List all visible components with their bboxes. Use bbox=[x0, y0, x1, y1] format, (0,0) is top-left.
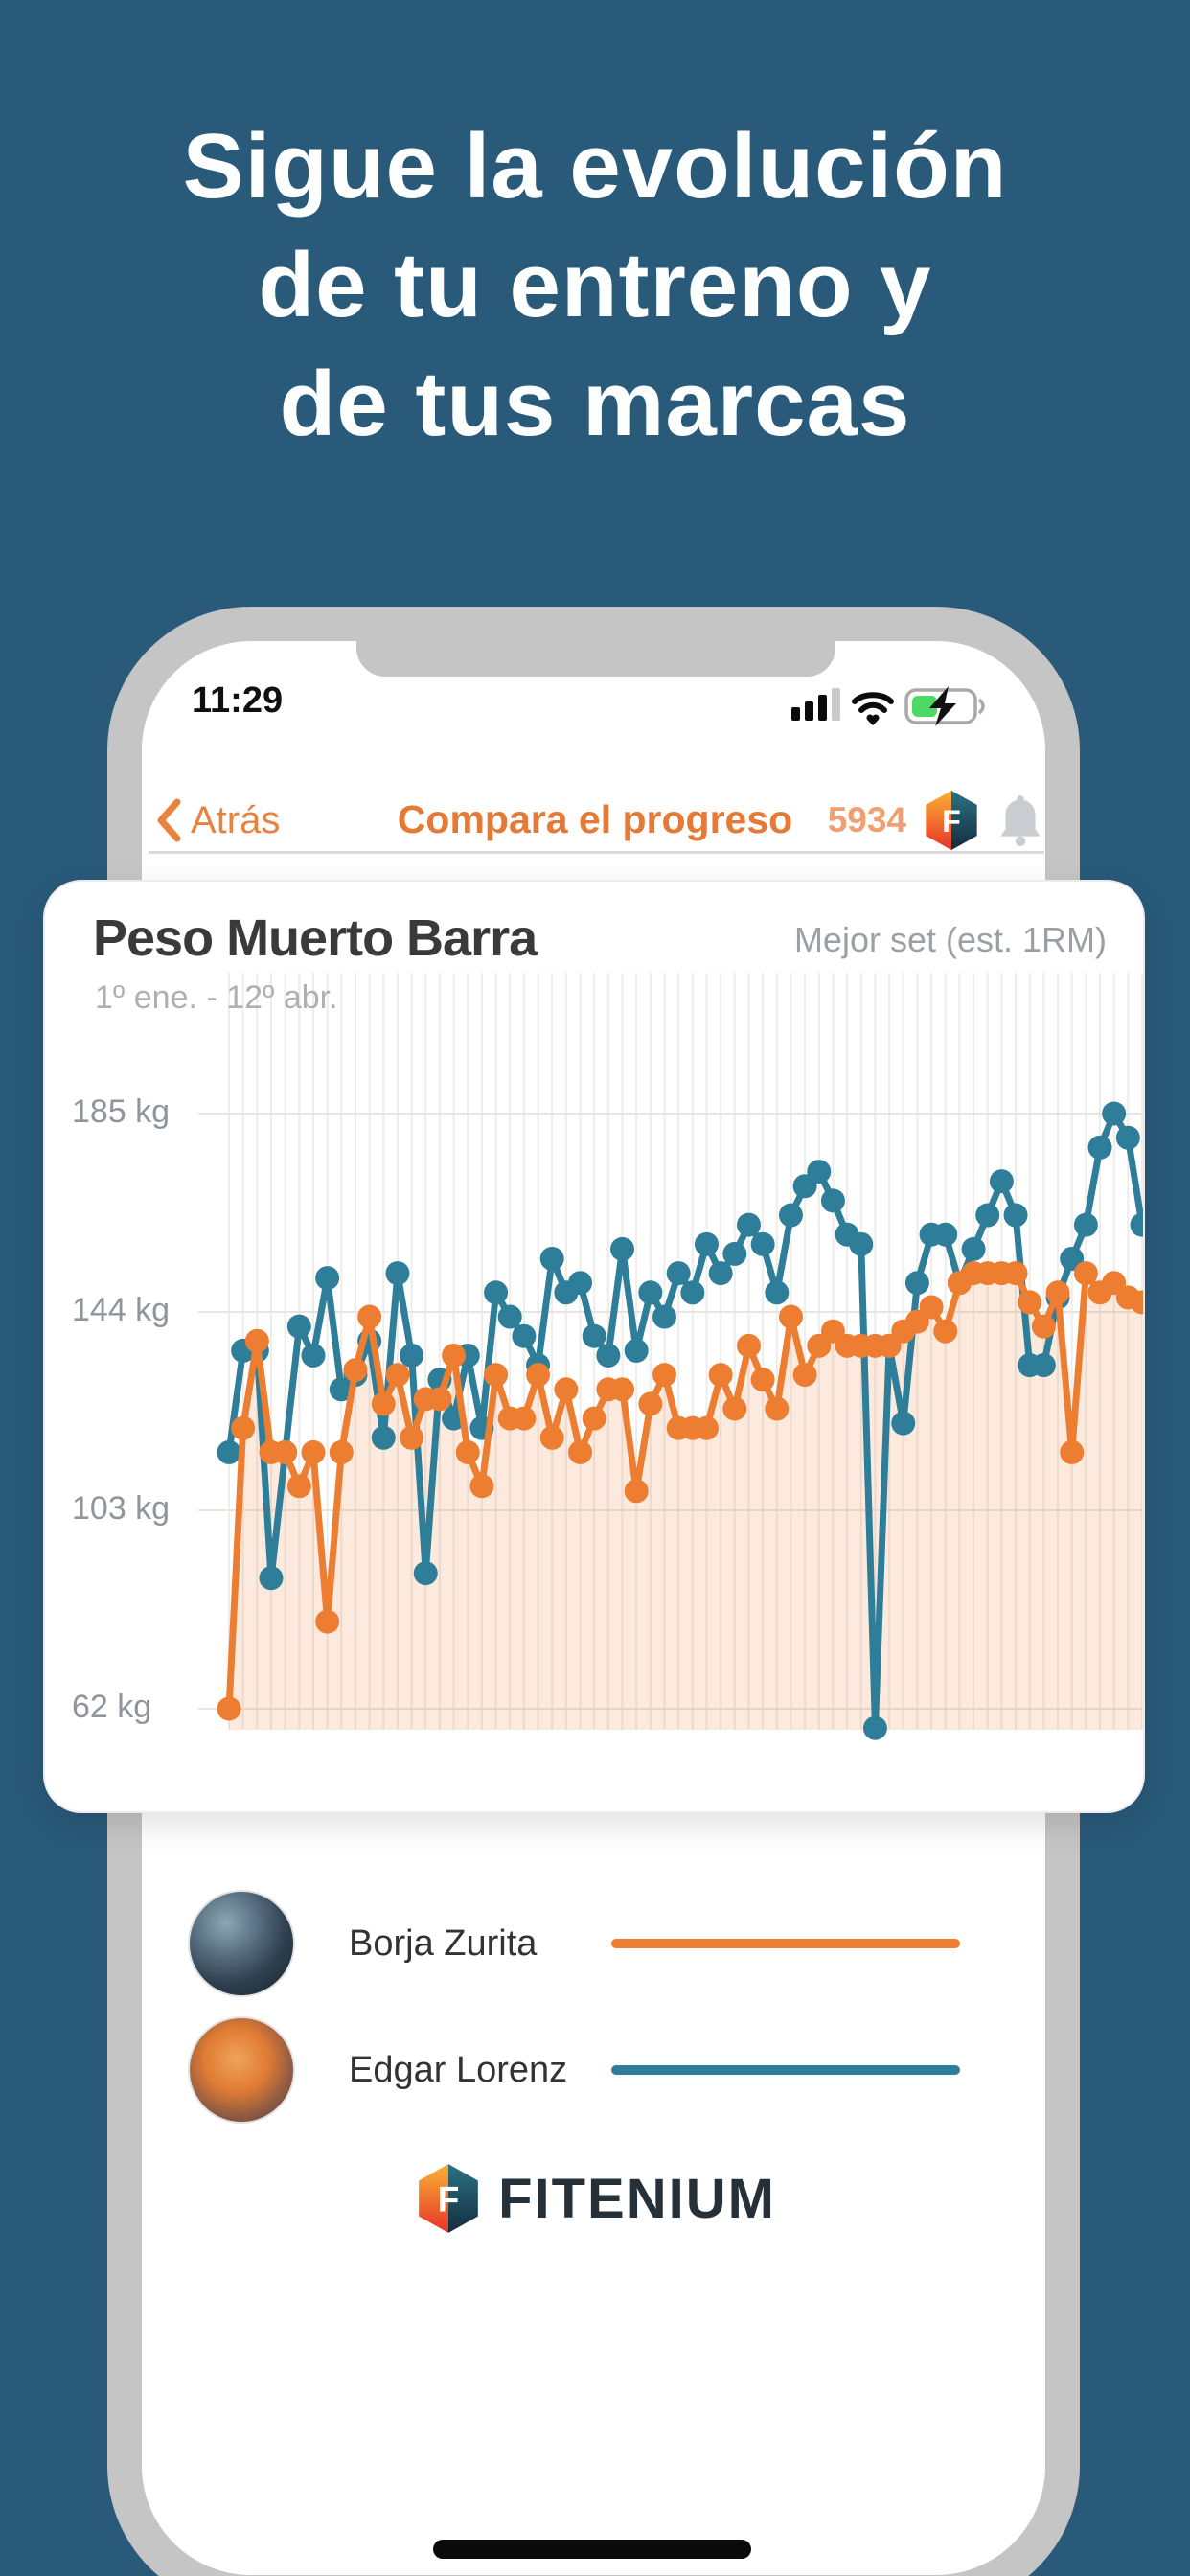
headline-line-1: Sigue la evolución bbox=[182, 115, 1008, 218]
home-indicator[interactable] bbox=[433, 2540, 751, 2559]
signal-icon bbox=[791, 688, 840, 721]
avatar-edgar bbox=[188, 2016, 295, 2124]
svg-text:F: F bbox=[438, 2179, 460, 2220]
nav-separator bbox=[149, 851, 1044, 854]
battery-charging-icon bbox=[904, 686, 985, 726]
ytick-144: 144 kg bbox=[72, 1292, 171, 1328]
back-label: Atrás bbox=[191, 798, 281, 841]
legend-name-borja: Borja Zurita bbox=[349, 1922, 538, 1964]
logo-text: FITENIUM bbox=[498, 2167, 776, 2230]
legend-row-edgar[interactable]: Edgar Lorenz bbox=[0, 2012, 1190, 2128]
back-button[interactable]: Atrás bbox=[156, 794, 280, 847]
legend-row-borja[interactable]: Borja Zurita bbox=[0, 1886, 1190, 2001]
fitenium-cube-icon: F bbox=[419, 2164, 478, 2233]
headline-line-2: de tu entreno y bbox=[258, 234, 932, 336]
legend-name-edgar: Edgar Lorenz bbox=[349, 2049, 568, 2090]
headline: Sigue la evolución de tu entreno y de tu… bbox=[0, 107, 1190, 464]
points-counter: 5934 bbox=[827, 800, 906, 840]
exercise-title: Peso Muerto Barra bbox=[93, 909, 538, 967]
fitenium-logo: F FITENIUM bbox=[0, 2162, 1190, 2235]
date-range: 1º ene. - 12º abr. bbox=[95, 979, 338, 1016]
bell-icon[interactable] bbox=[996, 794, 1044, 847]
status-icons bbox=[791, 682, 996, 735]
headline-line-3: de tus marcas bbox=[279, 353, 911, 455]
ytick-62: 62 kg bbox=[72, 1689, 152, 1725]
points-badge[interactable]: 5934 F bbox=[828, 790, 1044, 851]
chart-svg bbox=[198, 973, 1143, 1740]
nav-title: Compara el progreso bbox=[397, 797, 793, 841]
fitenium-cube-icon: F bbox=[926, 791, 977, 850]
wifi-icon bbox=[852, 692, 894, 725]
ytick-185: 185 kg bbox=[72, 1093, 171, 1130]
status-time: 11:29 bbox=[192, 680, 284, 721]
ytick-103: 103 kg bbox=[72, 1490, 171, 1527]
phone-notch bbox=[356, 640, 835, 677]
metric-label: Mejor set (est. 1RM) bbox=[793, 920, 1107, 959]
legend-line-orange bbox=[611, 1939, 960, 1948]
avatar-borja bbox=[188, 1890, 295, 1997]
chevron-left-icon bbox=[157, 798, 181, 842]
svg-text:F: F bbox=[942, 804, 961, 839]
progress-card: Peso Muerto Barra Mejor set (est. 1RM) 1… bbox=[43, 880, 1145, 1813]
legend-line-teal bbox=[611, 2065, 960, 2075]
